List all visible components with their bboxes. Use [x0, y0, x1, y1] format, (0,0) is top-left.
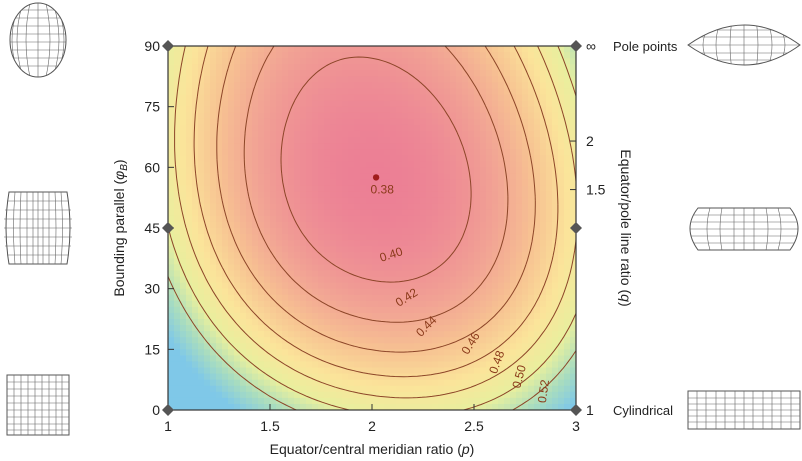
- y2-tick-label: 1: [586, 402, 594, 418]
- projection-thumbnail-mid-left: [4, 191, 72, 265]
- x-tick-label: 1.5: [260, 418, 280, 434]
- contour-line: [193, 46, 559, 378]
- contour-line: [280, 56, 472, 283]
- y-tick-label: 75: [144, 99, 160, 115]
- x-tick-label: 2.5: [464, 418, 484, 434]
- y-tick-label: 15: [144, 341, 160, 357]
- cylindrical-label: Cylindrical: [613, 403, 673, 418]
- contour-label: 0.52: [535, 378, 552, 403]
- diamond-marker: [162, 40, 174, 52]
- projection-thumbnail-bottom-left: [6, 374, 70, 436]
- x-tick-label: 1: [164, 418, 172, 434]
- diamond-marker: [162, 404, 174, 416]
- contour-label: 0.40: [378, 244, 405, 265]
- contour-line: [243, 46, 509, 323]
- projection-thumbnail-top-right: [687, 24, 801, 66]
- y2-tick-label: ∞: [586, 38, 596, 54]
- y-tick-label: 0: [152, 402, 160, 418]
- y2-tick-label: 1.5: [586, 182, 606, 198]
- x-tick-label: 3: [572, 418, 580, 434]
- y-axis-ticks: 0 15 30 45 60 75 90: [144, 38, 174, 418]
- y2-tick-label: 2: [586, 133, 594, 149]
- y2-axis-ticks: ∞ 2 1.5 1: [570, 38, 606, 418]
- axis-diamond-markers: [162, 40, 582, 416]
- contour-line: [174, 46, 576, 399]
- contour-line: [216, 46, 536, 353]
- diamond-marker: [570, 404, 582, 416]
- minimum-point: [372, 174, 380, 181]
- y-tick-label: 30: [144, 281, 160, 297]
- projection-thumbnail-mid-right: [689, 207, 799, 251]
- projection-thumbnail-bottom-right: [687, 390, 801, 430]
- y-tick-label: 60: [144, 159, 160, 175]
- diamond-marker: [570, 222, 582, 234]
- x-axis-ticks: 1 1.5 2 2.5 3: [164, 404, 580, 434]
- contour-label: 0.50: [509, 363, 529, 389]
- diamond-marker: [570, 40, 582, 52]
- y2-axis-title: Equator/pole line ratio (q): [618, 149, 634, 306]
- contour-label: 0.38: [371, 183, 395, 197]
- x-tick-label: 2: [368, 418, 376, 434]
- x-axis-title: Equator/central meridian ratio (p): [270, 441, 475, 457]
- projection-thumbnail-top-left: [9, 2, 67, 78]
- pole-points-label: Pole points: [613, 39, 678, 54]
- y-tick-label: 90: [144, 38, 160, 54]
- heatmap-background: [168, 46, 576, 410]
- contour-line: [168, 46, 576, 410]
- y-tick-label: 45: [144, 220, 160, 236]
- diamond-marker: [162, 222, 174, 234]
- y-axis-title: Bounding parallel (φB): [111, 159, 130, 296]
